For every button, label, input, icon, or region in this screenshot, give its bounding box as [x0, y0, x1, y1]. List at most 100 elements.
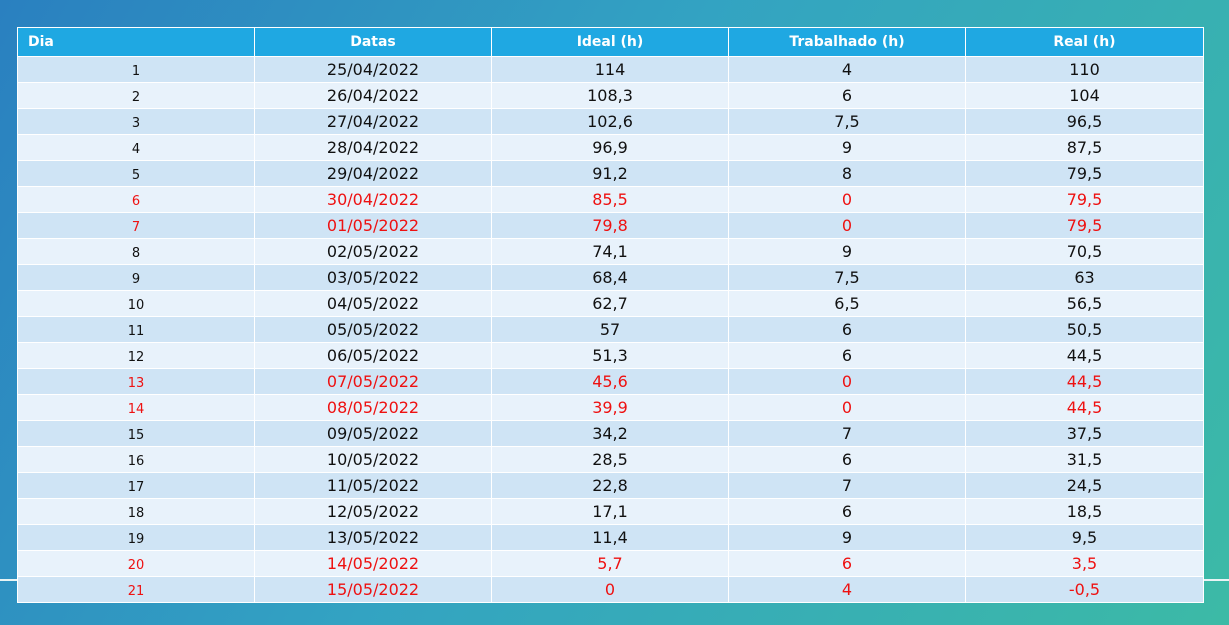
cell-dia: 12 [17, 342, 255, 369]
cell-trabalhado: 6 [728, 446, 966, 473]
cell-real: 31,5 [965, 446, 1204, 473]
cell-ideal: 0 [491, 576, 729, 603]
cell-ideal: 114 [491, 56, 729, 83]
cell-dia: 2 [17, 82, 255, 109]
cell-real: 18,5 [965, 498, 1204, 525]
table-row: 9 03/05/2022 68,4 7,5 63 [17, 264, 1204, 291]
cell-dia: 17 [17, 472, 255, 499]
cell-ideal: 5,7 [491, 550, 729, 577]
table-header: Dia Datas Ideal (h) Trabalhado (h) Real … [17, 27, 1204, 57]
cell-trabalhado: 7 [728, 420, 966, 447]
cell-real: 44,5 [965, 368, 1204, 395]
cell-dia: 14 [17, 394, 255, 421]
table-row: 8 02/05/2022 74,1 9 70,5 [17, 238, 1204, 265]
cell-trabalhado: 0 [728, 394, 966, 421]
header-row: Dia Datas Ideal (h) Trabalhado (h) Real … [17, 27, 1204, 57]
cell-trabalhado: 6 [728, 342, 966, 369]
cell-ideal: 102,6 [491, 108, 729, 135]
cell-data: 13/05/2022 [254, 524, 492, 551]
cell-data: 03/05/2022 [254, 264, 492, 291]
cell-dia: 15 [17, 420, 255, 447]
cell-ideal: 45,6 [491, 368, 729, 395]
cell-trabalhado: 6,5 [728, 290, 966, 317]
cell-real: 79,5 [965, 160, 1204, 187]
cell-data: 07/05/2022 [254, 368, 492, 395]
cell-ideal: 96,9 [491, 134, 729, 161]
table-row: 12 06/05/2022 51,3 6 44,5 [17, 342, 1204, 369]
cell-trabalhado: 7 [728, 472, 966, 499]
cell-dia: 6 [17, 186, 255, 213]
table-row: 1 25/04/2022 114 4 110 [17, 56, 1204, 83]
cell-dia: 10 [17, 290, 255, 317]
cell-dia: 20 [17, 550, 255, 577]
cell-dia: 8 [17, 238, 255, 265]
cell-data: 28/04/2022 [254, 134, 492, 161]
table-row: 14 08/05/2022 39,9 0 44,5 [17, 394, 1204, 421]
table-row: 10 04/05/2022 62,7 6,5 56,5 [17, 290, 1204, 317]
table-row: 6 30/04/2022 85,5 0 79,5 [17, 186, 1204, 213]
cell-trabalhado: 6 [728, 316, 966, 343]
cell-data: 27/04/2022 [254, 108, 492, 135]
cell-dia: 4 [17, 134, 255, 161]
cell-dia: 9 [17, 264, 255, 291]
table-row: 20 14/05/2022 5,7 6 3,5 [17, 550, 1204, 577]
cell-real: 44,5 [965, 342, 1204, 369]
cell-trabalhado: 7,5 [728, 108, 966, 135]
header-dia: Dia [17, 27, 255, 57]
cell-ideal: 57 [491, 316, 729, 343]
cell-real: -0,5 [965, 576, 1204, 603]
cell-ideal: 34,2 [491, 420, 729, 447]
cell-data: 30/04/2022 [254, 186, 492, 213]
table-row: 11 05/05/2022 57 6 50,5 [17, 316, 1204, 343]
cell-ideal: 11,4 [491, 524, 729, 551]
table-row: 17 11/05/2022 22,8 7 24,5 [17, 472, 1204, 499]
table-row: 4 28/04/2022 96,9 9 87,5 [17, 134, 1204, 161]
cell-real: 3,5 [965, 550, 1204, 577]
cell-data: 12/05/2022 [254, 498, 492, 525]
cell-ideal: 79,8 [491, 212, 729, 239]
table-row: 16 10/05/2022 28,5 6 31,5 [17, 446, 1204, 473]
cell-dia: 19 [17, 524, 255, 551]
cell-real: 96,5 [965, 108, 1204, 135]
cell-real: 44,5 [965, 394, 1204, 421]
cell-real: 50,5 [965, 316, 1204, 343]
cell-dia: 5 [17, 160, 255, 187]
cell-trabalhado: 0 [728, 212, 966, 239]
table-row: 18 12/05/2022 17,1 6 18,5 [17, 498, 1204, 525]
cell-trabalhado: 0 [728, 368, 966, 395]
cell-trabalhado: 6 [728, 82, 966, 109]
cell-real: 9,5 [965, 524, 1204, 551]
cell-ideal: 62,7 [491, 290, 729, 317]
cell-data: 09/05/2022 [254, 420, 492, 447]
cell-real: 56,5 [965, 290, 1204, 317]
cell-data: 15/05/2022 [254, 576, 492, 603]
cell-data: 06/05/2022 [254, 342, 492, 369]
cell-data: 11/05/2022 [254, 472, 492, 499]
cell-trabalhado: 9 [728, 134, 966, 161]
table-row: 2 26/04/2022 108,3 6 104 [17, 82, 1204, 109]
header-trabalhado: Trabalhado (h) [728, 27, 966, 57]
cell-trabalhado: 0 [728, 186, 966, 213]
cell-ideal: 91,2 [491, 160, 729, 187]
cell-real: 79,5 [965, 212, 1204, 239]
cell-ideal: 17,1 [491, 498, 729, 525]
cell-ideal: 39,9 [491, 394, 729, 421]
cell-trabalhado: 8 [728, 160, 966, 187]
cell-ideal: 85,5 [491, 186, 729, 213]
cell-data: 25/04/2022 [254, 56, 492, 83]
cell-dia: 18 [17, 498, 255, 525]
header-ideal: Ideal (h) [491, 27, 729, 57]
cell-ideal: 22,8 [491, 472, 729, 499]
cell-data: 14/05/2022 [254, 550, 492, 577]
cell-dia: 7 [17, 212, 255, 239]
cell-dia: 1 [17, 56, 255, 83]
table-row: 3 27/04/2022 102,6 7,5 96,5 [17, 108, 1204, 135]
cell-ideal: 51,3 [491, 342, 729, 369]
table-row: 21 15/05/2022 0 4 -0,5 [17, 576, 1204, 603]
cell-data: 05/05/2022 [254, 316, 492, 343]
cell-real: 63 [965, 264, 1204, 291]
cell-dia: 16 [17, 446, 255, 473]
cell-trabalhado: 9 [728, 238, 966, 265]
cell-trabalhado: 7,5 [728, 264, 966, 291]
decorative-line-left [0, 579, 18, 581]
